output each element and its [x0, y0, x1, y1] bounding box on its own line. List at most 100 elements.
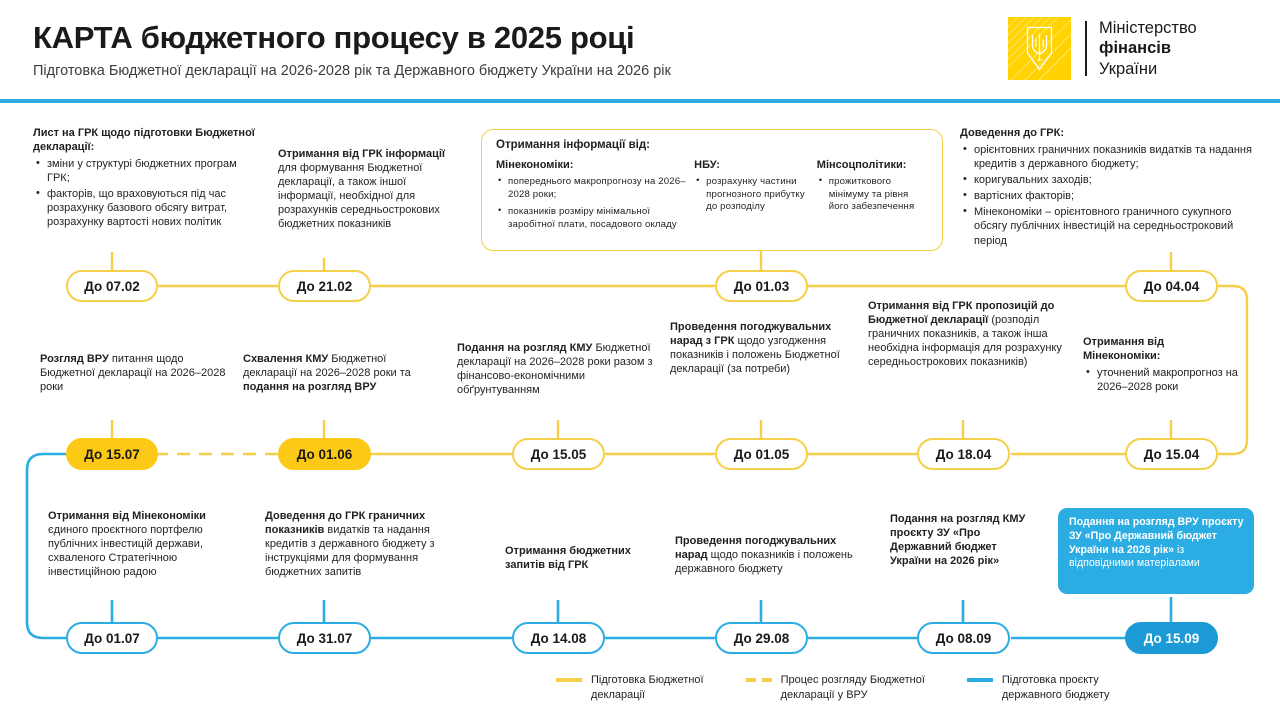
trident-shield-icon	[1026, 26, 1053, 71]
block-body: щодо узгодження показників і положень Бю…	[670, 335, 840, 376]
block-body: питання щодо Бюджетної декларації на 202…	[40, 353, 226, 394]
legend-label: Підготовка проєкту державного бюджету	[1001, 674, 1110, 701]
block-coordination-meetings-grk: Проведення погоджувальних нарад з ГРК що…	[670, 320, 845, 376]
block-heading: Отримання від Мінекономіки	[48, 510, 206, 522]
callout-information-sources: Отримання інформації від: Мінекономіки: …	[481, 129, 943, 251]
block-heading: Подання на розгляд КМУ	[457, 342, 593, 354]
block-body: (розподіл граничних показників, а також …	[868, 314, 1062, 369]
block-heading: Схвалення КМУ	[243, 353, 329, 365]
block-budget-requests: Отримання бюджетних запитів від ГРК	[505, 544, 655, 572]
list-item: прожиткового мінімуму та рівня його забе…	[817, 175, 930, 213]
date-pill-14-08[interactable]: До 14.08	[512, 622, 605, 654]
callout-column-nbu: НБУ: розрахунку частини прогнозного приб…	[694, 158, 817, 236]
logo-line-1: Міністерство	[1099, 19, 1197, 38]
block-heading: Подання на розгляд ВРУ проєкту ЗУ «Про Д…	[1069, 516, 1244, 556]
date-pill-31-07[interactable]: До 31.07	[278, 622, 371, 654]
block-investment-portfolio: Отримання від Мінекономіки єдиного проєк…	[48, 509, 223, 579]
legend-item-state-budget: Підготовка проєкту державного бюджету	[966, 673, 1110, 702]
block-heading: Отримання бюджетних запитів від ГРК	[505, 545, 631, 572]
block-limits-to-grk: Доведення до ГРК граничних показників ви…	[265, 509, 462, 579]
date-pill-01-07[interactable]: До 01.07	[66, 622, 158, 654]
block-heading: Отримання від Мінекономіки:	[1083, 336, 1165, 363]
block-body: для формування Бюджетної декларації, а т…	[278, 162, 440, 231]
bullet-list: зміни у структурі бюджетних програм ГРК;…	[33, 156, 259, 229]
bullet-list: попереднього макропрогнозу на 2026–2028 …	[496, 175, 694, 231]
list-item: коригувальних заходів;	[960, 172, 1265, 187]
block-mineconomy-forecast: Отримання від Мінекономіки: уточнений ма…	[1083, 335, 1243, 396]
legend-item-vru-review: Процес розгляду Бюджетної декларації у В…	[745, 673, 925, 702]
block-letter-to-grk: Лист на ГРК щодо підготовки Бюджетної де…	[33, 126, 259, 232]
column-heading: НБУ:	[694, 159, 720, 171]
block-heading: Проведення погоджувальних нарад	[675, 535, 837, 562]
ministry-logo: Міністерство фінансів України	[1008, 17, 1197, 80]
logo-text: Міністерство фінансів України	[1099, 18, 1197, 78]
block-kmu-approval: Схвалення КМУ Бюджетної декларації на 20…	[243, 352, 438, 394]
block-grk-proposals: Отримання від ГРК пропозицій до Бюджетно…	[868, 299, 1062, 369]
block-heading: Доведення до ГРК:	[960, 127, 1064, 139]
bullet-list: розрахунку частини прогнозного прибутку …	[694, 175, 817, 213]
date-pill-01-06[interactable]: До 01.06	[278, 438, 371, 470]
legend-label: Підготовка Бюджетної декларації	[591, 674, 704, 701]
block-submit-vru-draft-law: Подання на розгляд ВРУ проєкту ЗУ «Про Д…	[1058, 508, 1254, 594]
block-coordination-meetings: Проведення погоджувальних нарад щодо пок…	[675, 534, 860, 576]
block-heading: Отримання від ГРК пропозицій до Бюджетно…	[868, 300, 1055, 327]
date-pill-15-04[interactable]: До 15.04	[1125, 438, 1218, 470]
list-item: вартісних факторів;	[960, 188, 1265, 203]
coat-of-arms-icon	[1008, 17, 1071, 80]
block-notify-grk: Доведення до ГРК: орієнтовних граничних …	[960, 126, 1265, 250]
block-body: єдиного проєктного портфелю публічних ін…	[48, 524, 203, 579]
legend-swatch-solid-yellow-icon	[556, 678, 582, 682]
date-pill-15-05[interactable]: До 15.05	[512, 438, 605, 470]
block-subtext: із відповідними матеріалами	[1069, 543, 1200, 570]
list-item: зміни у структурі бюджетних програм ГРК;	[33, 156, 259, 185]
date-pill-29-08[interactable]: До 29.08	[715, 622, 808, 654]
list-item: показників розміру мінімальної заробітно…	[496, 205, 694, 231]
block-heading: Розгляд ВРУ	[40, 353, 109, 365]
date-pill-07-02[interactable]: До 07.02	[66, 270, 158, 302]
page-header: КАРТА бюджетного процесу в 2025 році Під…	[0, 0, 1280, 103]
bullet-list: прожиткового мінімуму та рівня його забе…	[817, 175, 930, 213]
block-receive-grk-info: Отримання від ГРК інформації для формува…	[278, 147, 464, 231]
column-heading: Мінсоцполітики:	[816, 159, 907, 171]
date-pill-15-07[interactable]: До 15.07	[66, 438, 158, 470]
list-item: факторів, що враховуються під час розрах…	[33, 186, 259, 229]
bullet-list: уточнений макропрогноз на 2026–2028 роки	[1083, 365, 1243, 394]
list-item: орієнтовних граничних показників видаткі…	[960, 142, 1265, 171]
block-body: Бюджетної декларації на 2026–2028 роки р…	[457, 342, 653, 397]
block-heading: Доведення до ГРК граничних показників	[265, 510, 426, 537]
block-heading: Лист на ГРК щодо підготовки Бюджетної де…	[33, 127, 255, 154]
callout-column-mineconomy: Мінекономіки: попереднього макропрогнозу…	[496, 158, 694, 236]
legend: Підготовка Бюджетної декларації Процес р…	[556, 673, 1110, 702]
date-pill-01-05[interactable]: До 01.05	[715, 438, 808, 470]
callout-column-minsocpolicy: Мінсоцполітики: прожиткового мінімуму та…	[817, 158, 930, 236]
list-item: уточнений макропрогноз на 2026–2028 роки	[1083, 365, 1243, 394]
legend-swatch-solid-blue-icon	[966, 678, 993, 682]
block-heading: Отримання від ГРК інформації	[278, 148, 445, 160]
block-body: Бюджетної декларації на 2026–2028 роки т…	[243, 353, 411, 380]
date-pill-01-03[interactable]: До 01.03	[715, 270, 808, 302]
bullet-list: орієнтовних граничних показників видаткі…	[960, 142, 1265, 248]
block-submit-kmu-draft-law: Подання на розгляд КМУ проєкту ЗУ «Про Д…	[890, 512, 1040, 568]
block-heading: Проведення погоджувальних нарад з ГРК	[670, 321, 832, 348]
page-title: КАРТА бюджетного процесу в 2025 році	[33, 20, 635, 55]
block-submit-to-kmu: Подання на розгляд КМУ Бюджетної деклара…	[457, 341, 653, 397]
date-pill-04-04[interactable]: До 04.04	[1125, 270, 1218, 302]
date-pill-15-09[interactable]: До 15.09	[1125, 622, 1218, 654]
legend-item-budget-declaration: Підготовка Бюджетної декларації	[556, 673, 704, 702]
list-item: Мінекономіки – орієнтовного граничного с…	[960, 204, 1265, 247]
logo-line-2: фінансів	[1099, 39, 1172, 58]
logo-divider	[1085, 21, 1087, 76]
legend-label: Процес розгляду Бюджетної декларації у В…	[780, 674, 925, 701]
date-pill-21-02[interactable]: До 21.02	[278, 270, 371, 302]
date-pill-08-09[interactable]: До 08.09	[917, 622, 1010, 654]
block-body: щодо показників і положень державного бю…	[675, 549, 853, 576]
list-item: розрахунку частини прогнозного прибутку …	[694, 175, 817, 213]
date-pill-18-04[interactable]: До 18.04	[917, 438, 1010, 470]
header-divider	[0, 99, 1280, 103]
logo-line-3: України	[1099, 59, 1158, 78]
block-heading: Подання на розгляд КМУ проєкту ЗУ «Про Д…	[890, 513, 1026, 568]
list-item: попереднього макропрогнозу на 2026–2028 …	[496, 175, 694, 201]
block-heading-2: подання на розгляд ВРУ	[243, 381, 377, 394]
block-vru-review: Розгляд ВРУ питання щодо Бюджетної декла…	[40, 352, 230, 394]
